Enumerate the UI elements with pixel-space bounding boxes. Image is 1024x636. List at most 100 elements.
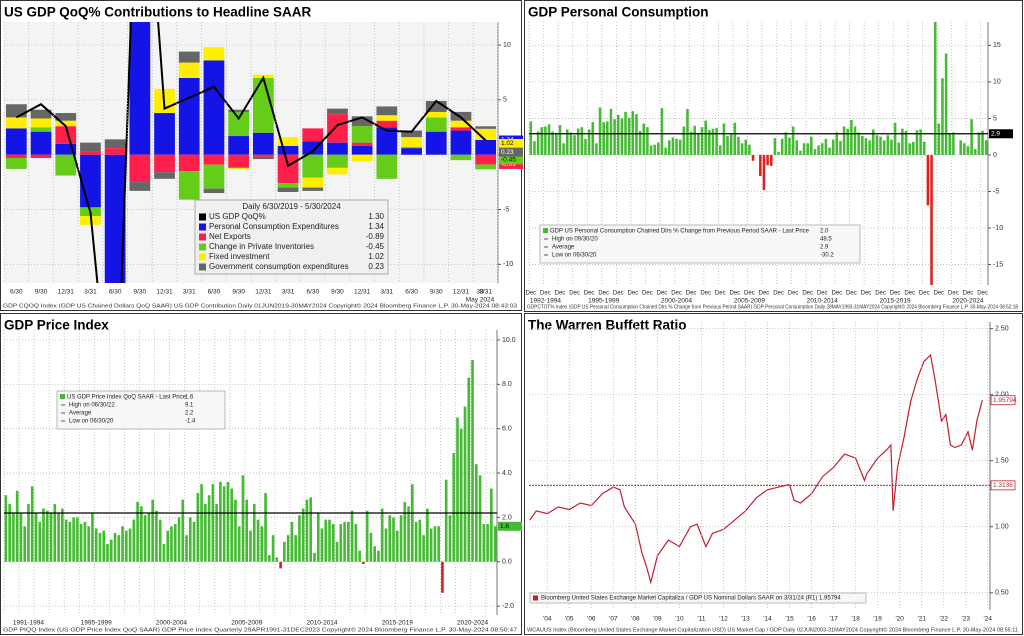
bar <box>286 535 290 562</box>
x-tick-label: Dec <box>831 291 842 297</box>
average-badge: 1.3136 <box>993 482 1013 489</box>
value-badge: -0.89 <box>501 161 516 168</box>
bar <box>27 504 30 562</box>
bar <box>558 125 562 155</box>
bar <box>388 515 392 562</box>
bar <box>660 108 664 155</box>
bar <box>245 499 249 562</box>
bar <box>565 129 569 155</box>
y-tick-label: 5 <box>503 97 507 104</box>
bar-segment <box>5 154 27 158</box>
bar <box>842 126 846 155</box>
bar <box>748 144 751 155</box>
bar <box>350 510 354 562</box>
x-tick-label: 12/31 <box>156 289 173 296</box>
bar-segment <box>302 187 324 191</box>
bar-segment <box>228 136 250 155</box>
x-tick-label: 3/31 <box>381 289 394 296</box>
legend-label: Net Exports <box>209 232 251 241</box>
y-tick-label: -15 <box>993 261 1003 268</box>
bar-segment <box>302 154 324 178</box>
bar-segment <box>425 117 447 132</box>
bar <box>769 154 773 166</box>
bar <box>948 133 952 155</box>
bar <box>79 524 83 562</box>
bar <box>759 154 762 177</box>
bar <box>222 486 226 562</box>
bar <box>15 490 19 562</box>
bar <box>94 528 98 562</box>
bar <box>835 132 839 155</box>
bar <box>91 512 94 562</box>
bar-segment <box>277 137 299 146</box>
x-group-label: 2015-2019 <box>382 620 413 627</box>
bar <box>616 114 620 155</box>
bar-segment <box>327 108 348 115</box>
bar <box>751 154 755 161</box>
bar <box>249 530 252 562</box>
bar <box>373 546 377 562</box>
legend-value: -0.89 <box>366 232 385 241</box>
x-group-label: 2010-2014 <box>807 298 838 305</box>
y-tick-label: 5 <box>993 115 997 122</box>
x-tick-label: '07 <box>609 616 618 623</box>
bar-segment <box>203 154 225 165</box>
x-tick-label: '10 <box>675 616 684 623</box>
y-tick-label: 2.50 <box>995 325 1009 332</box>
x-tick-label: Dec <box>525 291 536 297</box>
bar-segment <box>30 131 52 155</box>
bar <box>316 512 320 562</box>
bar <box>283 541 286 562</box>
bar <box>729 134 733 155</box>
value-badge-bg <box>499 155 523 165</box>
x-tick-label: 3/31 <box>282 289 295 296</box>
bar <box>551 131 554 155</box>
bar <box>944 53 948 155</box>
bar-segment <box>129 182 151 191</box>
bar <box>347 521 350 562</box>
bar <box>784 132 788 155</box>
x-tick-label: 9/30 <box>35 289 48 296</box>
value-badge: 1.02 <box>501 140 514 147</box>
bar <box>124 530 128 562</box>
bar <box>733 122 737 155</box>
x-tick-label: '14 <box>763 616 772 623</box>
x-tick-label: '19 <box>873 616 882 623</box>
bar <box>429 528 433 562</box>
bar <box>602 122 605 155</box>
y-tick-label: 0.0 <box>502 559 512 566</box>
bar <box>452 453 456 562</box>
x-tick-label: Dec <box>729 291 740 297</box>
bar <box>861 135 864 155</box>
x-group-label: 1992-1994 <box>530 298 561 305</box>
bar <box>177 517 181 562</box>
bar-segment <box>475 128 497 140</box>
bar-segment <box>104 139 126 149</box>
bar-segment <box>154 113 175 155</box>
bar <box>813 149 817 155</box>
bar <box>824 138 828 155</box>
bar <box>140 506 143 562</box>
bar <box>143 515 147 562</box>
bar <box>653 144 656 155</box>
bar <box>657 142 660 155</box>
bar <box>275 557 279 562</box>
bar <box>868 140 871 155</box>
bar-segment <box>178 154 200 172</box>
bar <box>196 493 200 562</box>
bar <box>102 530 106 562</box>
y-tick-label: 2.0 <box>502 514 512 521</box>
bar-segment <box>178 51 200 63</box>
legend-box <box>194 199 389 275</box>
y-tick-label: 1.50 <box>995 458 1009 465</box>
bar <box>926 154 930 206</box>
bar <box>267 555 271 562</box>
x-tick-label: Dec <box>584 291 595 297</box>
average-badge-bg <box>989 129 1013 139</box>
bar-segment <box>5 157 27 169</box>
bar-segment <box>475 164 497 170</box>
bar <box>973 149 977 155</box>
bar <box>984 140 988 155</box>
x-tick-label: '12 <box>719 616 728 623</box>
bar-segment <box>228 167 250 169</box>
